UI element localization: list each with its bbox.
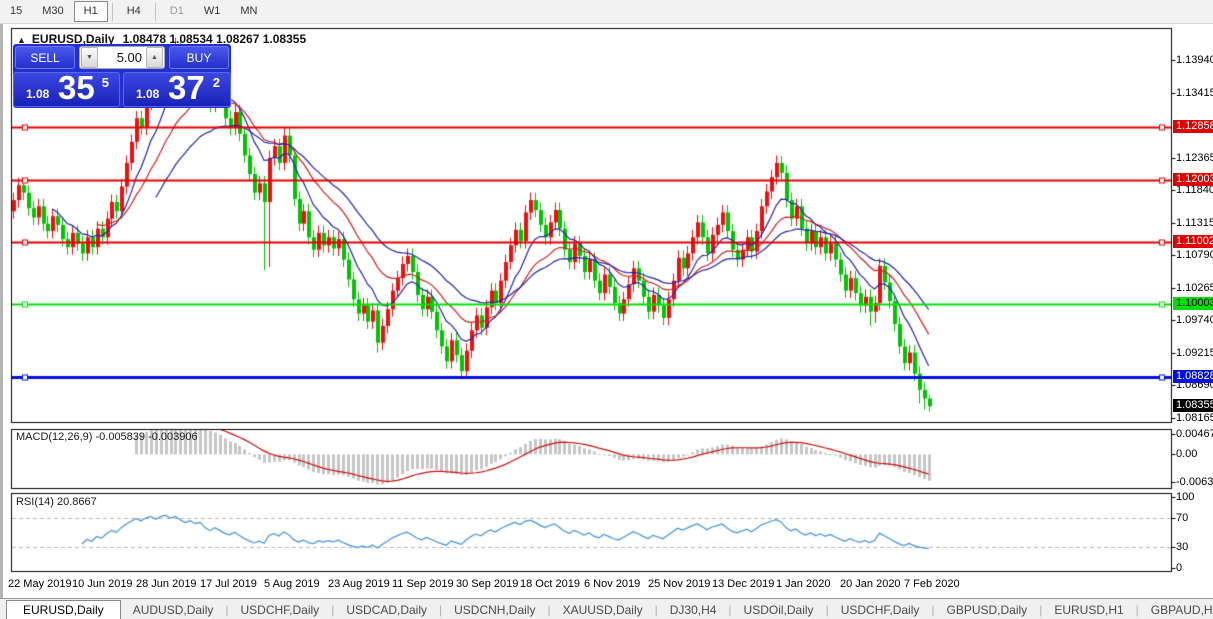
sell-price-prefix: 1.08: [26, 87, 50, 101]
date-axis-label: 22 May 2019: [8, 578, 72, 590]
volume-increase-icon[interactable]: ▲: [146, 47, 163, 68]
tab-audusd-daily[interactable]: AUDUSD,Daily: [132, 603, 214, 617]
chart-title: ▲ EURUSD,Daily 1.08478 1.08534 1.08267 1.0…: [17, 32, 306, 46]
tab-gbpusd-daily[interactable]: GBPUSD,Daily: [946, 603, 1028, 617]
date-axis-label: 18 Oct 2019: [520, 578, 580, 590]
chart-window: ▲ EURUSD,Daily 1.08478 1.08534 1.08267 1.0…: [0, 24, 1213, 599]
tab-eurusd-daily[interactable]: EURUSD,Daily: [6, 600, 121, 619]
date-axis-label: 11 Sep 2019: [392, 578, 454, 590]
date-axis-label: 30 Sep 2019: [456, 578, 519, 590]
macd-label: MACD(12,26,9) -0.005839 -0.003906: [16, 431, 198, 443]
hline-price-tag: 1.12003: [1173, 173, 1213, 187]
one-click-trade-panel: SELL ▼ ▲ BUY 1.08 35 5 1.08 37 2: [13, 44, 231, 108]
macd-name: MACD(12,26,9): [16, 431, 93, 443]
timeframe-button-h4[interactable]: H4: [126, 5, 141, 17]
chart-tab-bar: EURUSD,Daily AUDUSD,Daily | USDCHF,Daily |…: [0, 598, 1213, 619]
price-axis-label: 1.13415: [1176, 86, 1213, 99]
macd-axis-label: -0.00634: [1176, 476, 1213, 488]
date-axis-label: 23 Aug 2019: [328, 578, 390, 590]
tab-eurusd-h1[interactable]: EURUSD,H1: [1054, 603, 1124, 617]
timeframe-button-h1[interactable]: H1: [73, 1, 108, 22]
timeframe-button-m15[interactable]: 15: [10, 5, 23, 17]
price-chart-canvas[interactable]: [3, 24, 1213, 599]
tab-xauusd-daily[interactable]: XAUUSD,Daily: [562, 603, 643, 617]
date-axis-label: 20 Jan 2020: [840, 578, 901, 590]
chart-symbol-period: EURUSD,Daily: [31, 32, 115, 46]
tab-usdcad-daily[interactable]: USDCAD,Daily: [346, 603, 427, 617]
buy-button[interactable]: BUY: [169, 46, 229, 69]
date-axis-label: 5 Aug 2019: [264, 578, 320, 590]
hline-price-tag: 1.11002: [1173, 235, 1213, 249]
price-axis-label: 1.10790: [1176, 249, 1213, 262]
price-axis-label: 1.09740: [1176, 314, 1213, 327]
rsi-label: RSI(14) 20.8667: [16, 496, 97, 508]
tab-usdoil-daily[interactable]: USDOil,Daily: [743, 603, 814, 617]
price-axis-label: 1.11315: [1176, 216, 1213, 229]
timeframe-button-d1[interactable]: D1: [169, 5, 184, 17]
tab-usdcnh-daily[interactable]: USDCNH,Daily: [454, 603, 536, 617]
rsi-axis-label: 30: [1176, 540, 1189, 553]
volume-decrease-icon[interactable]: ▼: [81, 47, 98, 68]
buy-quote[interactable]: 1.08 37 2: [123, 69, 231, 107]
timeframe-toolbar: 15 M30 H1 H4 D1 W1 MN: [0, 0, 1213, 24]
macd-values: -0.005839 -0.003906: [95, 431, 198, 443]
date-axis-label: 28 Jun 2019: [136, 578, 197, 590]
date-axis-label: 1 Jan 2020: [776, 578, 831, 590]
panel-collapse-icon[interactable]: ▲: [17, 35, 26, 45]
tab-dj30-h4[interactable]: DJ30,H4: [669, 603, 717, 617]
sell-quote[interactable]: 1.08 35 5: [13, 69, 120, 107]
rsi-axis-label: 100: [1176, 491, 1195, 503]
volume-input[interactable]: [99, 50, 145, 65]
price-axis-label: 1.13940: [1176, 54, 1213, 66]
price-axis-label: 1.09215: [1176, 346, 1213, 359]
date-axis-label: 13 Dec 2019: [712, 578, 775, 590]
price-axis-label: 1.08165: [1176, 412, 1213, 424]
hline-price-tag: 1.12858: [1173, 120, 1213, 134]
date-axis-label: 10 Jun 2019: [72, 578, 133, 590]
price-axis-label: 1.11840: [1176, 184, 1213, 197]
rsi-values: 20.8667: [56, 496, 97, 508]
buy-price-pip: 2: [212, 75, 220, 90]
date-axis-label: 17 Jul 2019: [200, 578, 257, 590]
volume-control: ▼ ▲: [79, 46, 165, 69]
toolbar-separator: [111, 2, 113, 21]
hline-price-tag: 1.10003: [1173, 297, 1213, 311]
rsi-axis-label: 0: [1176, 562, 1183, 574]
date-axis-label: 6 Nov 2019: [584, 578, 641, 590]
macd-axis-label: 0.004679: [1176, 428, 1213, 440]
price-axis-label: 1.12365: [1176, 151, 1213, 164]
tab-usdchf-daily[interactable]: USDCHF,Daily: [240, 603, 320, 617]
price-axis-label: 1.10265: [1176, 281, 1213, 294]
tab-gbpaud-h1[interactable]: GBPAUD,H1: [1150, 603, 1213, 617]
date-axis-label: 7 Feb 2020: [904, 578, 960, 590]
rsi-axis-label: 70: [1176, 512, 1189, 525]
timeframe-button-m30[interactable]: M30: [42, 5, 64, 17]
buy-price-prefix: 1.08: [136, 87, 160, 101]
chart-ohlc-values: 1.08478 1.08534 1.08267 1.08355: [122, 32, 307, 46]
hline-price-tag: 1.08828: [1173, 369, 1213, 383]
date-axis-label: 25 Nov 2019: [648, 578, 711, 590]
sell-button[interactable]: SELL: [15, 46, 75, 69]
sell-price-pip: 5: [101, 75, 109, 90]
buy-price-big: 37: [168, 69, 205, 106]
tab-usdchf-daily-2[interactable]: USDCHF,Daily: [840, 603, 920, 617]
rsi-name: RSI(14): [16, 496, 54, 508]
timeframe-button-w1[interactable]: W1: [203, 5, 221, 17]
macd-axis-label: 0.00: [1176, 448, 1198, 461]
last-price-tag: 1.08355: [1173, 399, 1213, 413]
toolbar-separator: [154, 2, 156, 21]
sell-price-big: 35: [58, 69, 95, 106]
timeframe-button-mn[interactable]: MN: [240, 5, 258, 17]
